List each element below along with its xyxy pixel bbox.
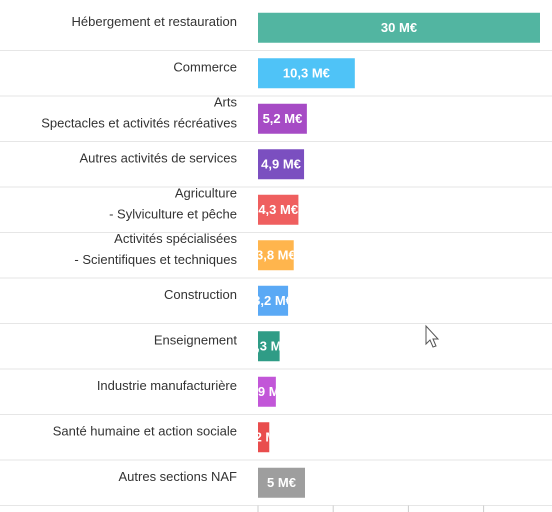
bar [258, 376, 276, 407]
y-tick-label: Enseignement [154, 333, 237, 348]
y-tick-label: Industrie manufacturière [97, 378, 237, 393]
y-tick-label: Autres activités de services [79, 151, 237, 166]
bar [258, 467, 305, 498]
y-tick-label: Arts [214, 95, 238, 110]
y-tick-label: Hébergement et restauration [72, 14, 237, 29]
bar [258, 285, 289, 316]
y-tick-label: - Sylviculture et pêche [109, 207, 237, 222]
y-tick-label: Agriculture [175, 186, 237, 201]
y-tick-label: Santé humaine et action sociale [53, 424, 237, 439]
value-label: 10,3 M€ [283, 66, 330, 81]
mouse-cursor [425, 324, 440, 348]
value-label: 4,9 M€ [261, 157, 301, 172]
bar [258, 12, 540, 43]
value-label: 5,2 M€ [263, 111, 303, 126]
bar [258, 331, 280, 362]
bar [258, 103, 307, 134]
y-tick-label: Construction [164, 287, 237, 302]
value-label: 3,2 M€ [253, 293, 293, 308]
value-label: 1,2 M€ [244, 430, 284, 445]
y-tick-label: Activités spécialisées [114, 231, 237, 246]
y-tick-label: Commerce [173, 60, 237, 75]
bar [258, 194, 299, 225]
value-label: 4,3 M€ [258, 202, 298, 217]
value-label: 1,9 M€ [247, 384, 287, 399]
value-label: 5 M€ [267, 475, 296, 490]
bar [258, 149, 305, 180]
bar [258, 422, 270, 453]
value-label: 30 M€ [381, 20, 417, 35]
y-tick-label: - Scientifiques et techniques [74, 252, 237, 267]
y-tick-label: Spectacles et activités récréatives [41, 116, 237, 131]
value-label: 2,3 M€ [249, 339, 289, 354]
value-label: 3,8 M€ [256, 248, 296, 263]
bar [258, 58, 355, 89]
bar [258, 240, 294, 271]
y-tick-label: Autres sections NAF [119, 469, 238, 484]
